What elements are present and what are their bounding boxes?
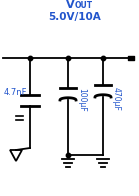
Text: V: V bbox=[66, 0, 75, 10]
Text: 5.0V/10A: 5.0V/10A bbox=[49, 12, 101, 22]
Text: 100µF: 100µF bbox=[77, 88, 86, 112]
Text: 4.7nF: 4.7nF bbox=[3, 88, 27, 97]
Text: 470µF: 470µF bbox=[112, 87, 121, 111]
Text: OUT: OUT bbox=[75, 1, 93, 10]
